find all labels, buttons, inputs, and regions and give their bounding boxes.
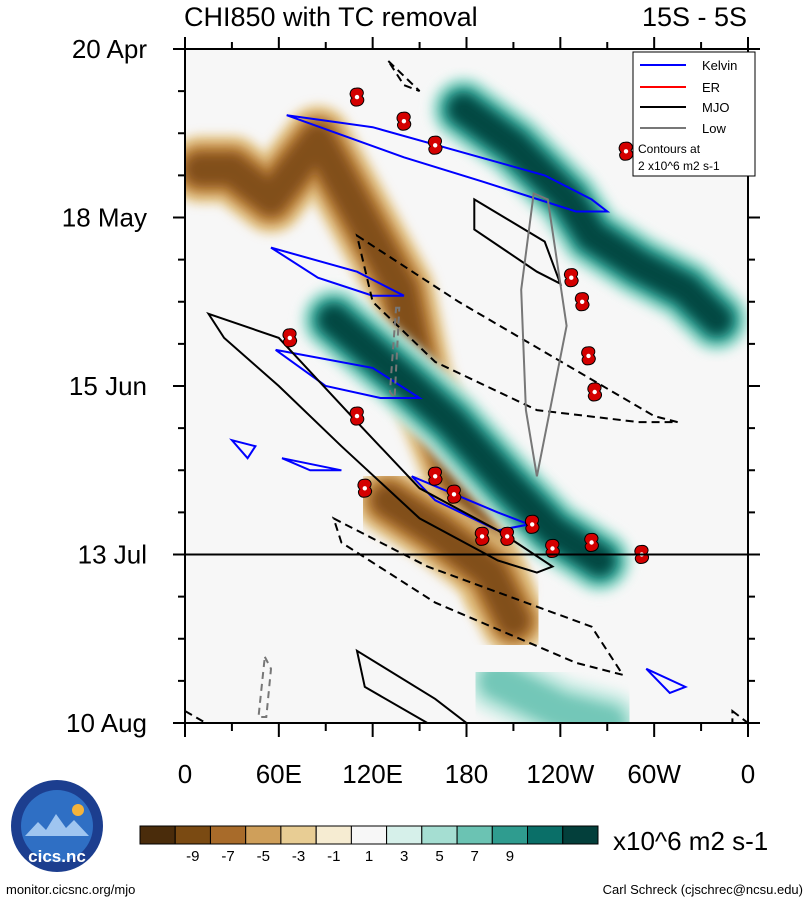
mjo-contour-1 (473, 197, 563, 286)
y-tick-label-4: 10 Aug (66, 708, 147, 738)
tc-marker-16 (545, 538, 560, 559)
x-tick-label-6: 0 (741, 759, 755, 789)
anomaly-band-1-level-5 (451, 97, 729, 332)
low-contour-1 (388, 306, 401, 401)
x-tick-label-2: 120E (342, 759, 403, 789)
colorbar-swatch-0 (139, 825, 176, 845)
colorbar-swatch-12 (562, 825, 599, 845)
tc-marker-11 (357, 478, 373, 498)
tc-marker-1 (396, 111, 412, 131)
anomaly-band-3-level-3 (373, 485, 528, 636)
legend-label-er: ER (702, 80, 720, 95)
x-tick-label-3: 180 (445, 759, 488, 789)
tc-marker-9 (349, 406, 365, 426)
colorbar-units: x10^6 m2 s-1 (613, 826, 769, 856)
tc-marker-0 (349, 87, 365, 107)
colorbar-label-7: 5 (435, 848, 443, 865)
tc-marker-15 (524, 514, 540, 534)
footer-url: monitor.cicsnc.org/mjo (6, 882, 136, 897)
tc-marker-2 (427, 135, 443, 155)
colorbar-label-8: 7 (471, 848, 479, 865)
x-tick-label-5: 60W (627, 759, 681, 789)
legend-note-line1: Contours at (638, 142, 701, 156)
colorbar-label-2: -5 (257, 848, 270, 865)
colorbar-label-9: 9 (506, 848, 514, 865)
colorbar-label-0: -9 (186, 848, 199, 865)
colorbar-swatch-10 (491, 825, 528, 845)
tc-marker-3 (618, 141, 634, 161)
tc-marker-17 (584, 532, 599, 553)
colorbar-swatch-2 (210, 825, 247, 845)
colorbar-swatch-9 (456, 825, 493, 845)
tc-markers (282, 87, 649, 565)
anomaly-shading (185, 74, 748, 723)
kelvin-contour-1 (270, 246, 405, 297)
footer-author: Carl Schreck (cjschrec@ncsu.edu) (602, 882, 803, 897)
colorbar-label-4: -1 (327, 848, 340, 865)
tc-marker-5 (574, 292, 590, 312)
y-tick-label-3: 13 Jul (78, 540, 147, 570)
colorbar-label-1: -7 (221, 848, 234, 865)
low-contour-2 (257, 653, 273, 718)
tc-marker-6 (581, 346, 596, 366)
y-tick-label-2: 15 Jun (69, 371, 147, 401)
y-tick-label-1: 18 May (62, 203, 147, 233)
tc-marker-12 (446, 484, 462, 504)
tc-marker-10 (427, 466, 443, 486)
tc-marker-14 (499, 526, 515, 546)
mjo-contour-7 (731, 708, 748, 723)
colorbar-swatch-11 (527, 825, 564, 845)
legend-box (632, 51, 756, 177)
kelvin-contour-6 (645, 667, 688, 695)
tc-marker-8 (282, 328, 298, 348)
logo-text: cics.nc (28, 847, 86, 866)
legend-label-mjo: MJO (702, 100, 729, 115)
tc-marker-13 (474, 526, 490, 546)
kelvin-contour-4 (281, 457, 342, 472)
x-tick-label-0: 0 (178, 759, 192, 789)
colorbar-swatch-8 (421, 825, 458, 845)
mjo-contour-5 (331, 516, 626, 677)
colorbar-label-3: -3 (292, 848, 305, 865)
y-tick-label-0: 20 Apr (72, 34, 148, 64)
chart-region: 15S - 5S (642, 2, 747, 32)
colorbar-swatch-1 (174, 825, 211, 845)
chart-title: CHI850 with TC removal (184, 2, 478, 32)
legend-label-kelvin: Kelvin (702, 58, 737, 73)
cics-logo: cics.nc (11, 780, 103, 872)
kelvin-contour-3 (229, 438, 257, 460)
colorbar-label-5: 1 (365, 848, 373, 865)
x-tick-label-1: 60E (256, 759, 302, 789)
tc-marker-7 (587, 382, 602, 402)
colorbar-swatch-4 (280, 825, 317, 845)
colorbar-swatch-3 (245, 825, 282, 845)
mjo-contour-6 (185, 709, 208, 723)
axis-ticks: 20 Apr 18 May 15 Jun 13 Jul 10 Aug 0 60E 120E 18… (62, 34, 760, 789)
legend-note-line2: 2 x10^6 m2 s-1 (638, 159, 720, 173)
tc-marker-4 (563, 268, 579, 288)
colorbar-swatch-7 (386, 825, 423, 845)
colorbar-swatch-6 (350, 825, 388, 845)
kelvin-contour-5 (411, 475, 533, 532)
low-contour-0 (520, 191, 568, 477)
mjo-contour-2 (355, 648, 469, 723)
legend-label-low: Low (702, 121, 726, 136)
colorbar-swatch-5 (315, 825, 352, 845)
legend: Kelvin ER MJO Low Contours at 2 x10^6 m2… (632, 51, 756, 177)
colorbar: -9 -7 -5 -3 -1 1 3 5 7 9 (139, 825, 599, 865)
anomaly-band-4-level-2 (481, 664, 624, 723)
colorbar-label-6: 3 (400, 848, 408, 865)
x-tick-label-4: 120W (526, 759, 594, 789)
